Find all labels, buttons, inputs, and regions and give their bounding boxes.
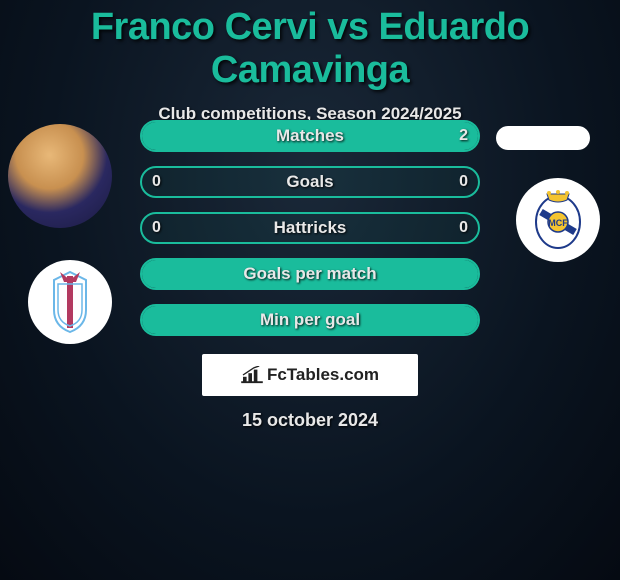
player2-avatar-placeholder: [496, 126, 590, 150]
celta-crest-icon: [42, 270, 98, 334]
page-title: Franco Cervi vs Eduardo Camavinga: [0, 0, 620, 92]
stat-label: Min per goal: [142, 306, 478, 334]
stat-row: 00Hattricks: [140, 212, 480, 244]
chart-icon: [241, 366, 263, 384]
player2-club-crest: MCF: [516, 178, 600, 262]
brand-text: FcTables.com: [267, 365, 379, 385]
player1-club-crest: [28, 260, 112, 344]
player1-avatar: [8, 124, 112, 228]
vs-text: vs: [327, 6, 368, 48]
stat-label: Matches: [142, 122, 478, 150]
stat-row: Goals per match: [140, 258, 480, 290]
stats-container: 2Matches 00Goals 00Hattricks Goals per matc…: [140, 120, 480, 350]
stat-row: 2Matches: [140, 120, 480, 152]
stat-label: Goals per match: [142, 260, 478, 288]
stat-label: Hattricks: [142, 214, 478, 242]
svg-text:MCF: MCF: [548, 218, 568, 228]
stat-label: Goals: [142, 168, 478, 196]
brand-box: FcTables.com: [202, 354, 418, 396]
date-text: 15 october 2024: [0, 410, 620, 431]
stat-row: Min per goal: [140, 304, 480, 336]
real-madrid-crest-icon: MCF: [531, 188, 585, 252]
stat-row: 00Goals: [140, 166, 480, 198]
player1-name: Franco Cervi: [91, 6, 317, 48]
